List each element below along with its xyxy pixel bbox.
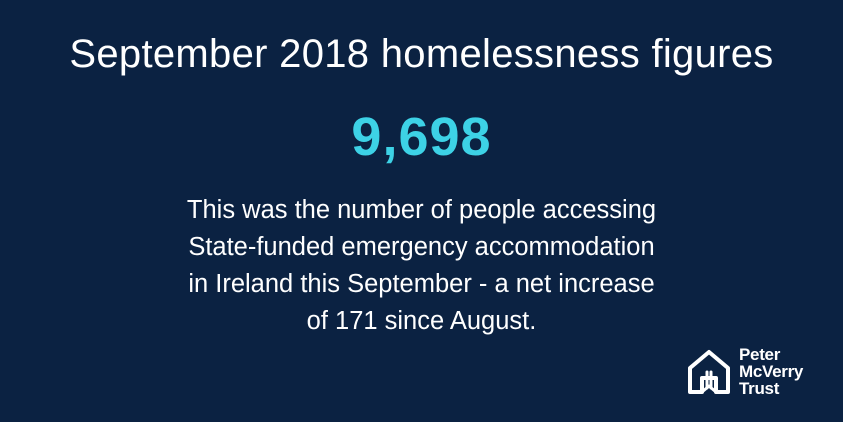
logo-line: Trust bbox=[739, 379, 780, 398]
headline: September 2018 homelessness figures bbox=[69, 32, 774, 76]
logo-line: Peter bbox=[739, 345, 781, 364]
description-line: in Ireland this September - a net increa… bbox=[188, 270, 655, 298]
logo-text: Peter McVerry Trust bbox=[739, 346, 803, 397]
peter-mcverry-trust-logo: Peter McVerry Trust bbox=[686, 346, 816, 412]
house-icon bbox=[688, 350, 730, 394]
description: This was the number of people accessing … bbox=[100, 192, 743, 340]
description-line: This was the number of people accessing bbox=[186, 196, 657, 224]
homeless-count: 9,698 bbox=[351, 107, 492, 167]
logo-line: McVerry bbox=[739, 362, 804, 381]
description-line: of 171 since August. bbox=[306, 307, 537, 335]
description-line: State-funded emergency accommodation bbox=[188, 233, 655, 261]
